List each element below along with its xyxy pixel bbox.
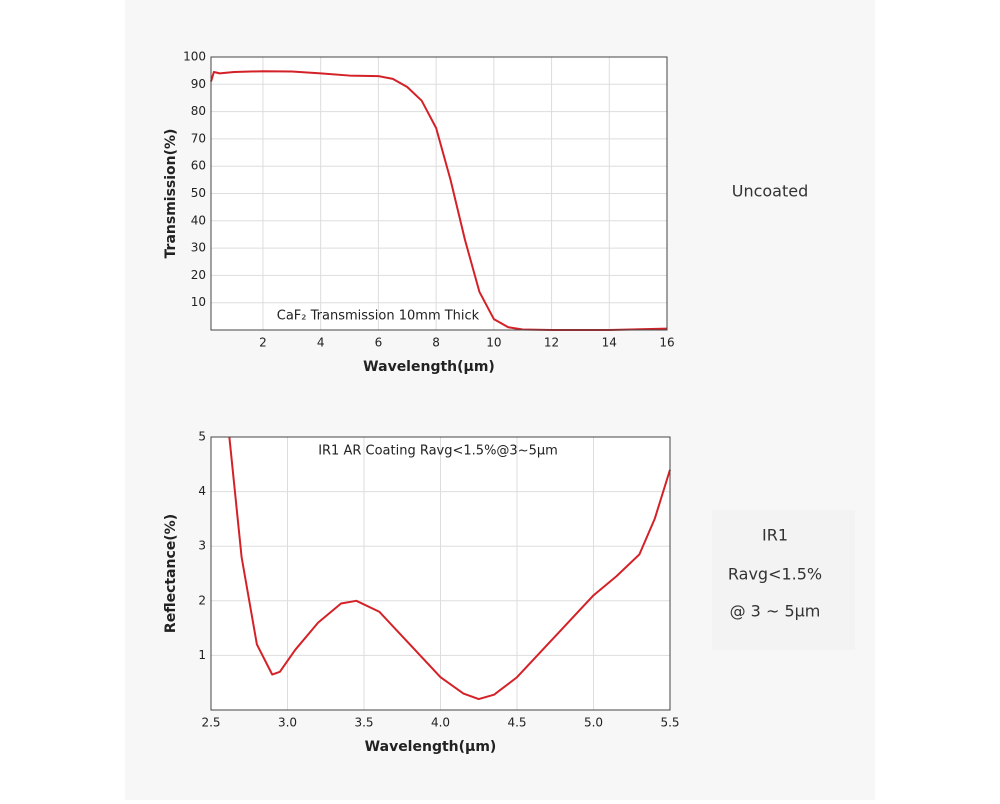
x-tick-label: 5.0 [584, 716, 603, 730]
y-tick-label: 100 [183, 50, 206, 64]
plot-border [210, 436, 671, 711]
line [210, 70, 668, 331]
y-tick-label: 1 [198, 648, 206, 662]
y-tick-label: 40 [191, 213, 206, 227]
x-tick-label: 5.5 [660, 716, 679, 730]
x-tick-label: 3.5 [354, 716, 373, 730]
y-tick-label: 2 [198, 593, 206, 607]
y-tick-label: 90 [191, 77, 206, 91]
x-tick-label: 3.0 [278, 716, 297, 730]
caption: @ 3 ~ 5μm [730, 602, 821, 621]
caption: Uncoated [732, 182, 809, 201]
x-axis-label: Wavelength(μm) [363, 359, 495, 375]
caption: Ravg<1.5% [728, 565, 822, 584]
annotation: CaF₂ Transmission 10mm Thick [277, 309, 480, 324]
y-tick-label: 4 [198, 484, 206, 498]
y-tick-label: 70 [191, 131, 206, 145]
x-tick-label: 2.5 [201, 716, 220, 730]
y-tick-label: 3 [198, 539, 206, 553]
y-tick-label: 60 [191, 159, 206, 173]
x-tick-label: 10 [486, 336, 501, 350]
x-tick-label: 12 [544, 336, 559, 350]
caption: IR1 [762, 526, 788, 545]
y-tick-label: 5 [198, 430, 206, 444]
y-tick-label: 30 [191, 241, 206, 255]
y-tick-label: 20 [191, 268, 206, 282]
x-tick-label: 4 [317, 336, 325, 350]
y-tick-label: 10 [191, 295, 206, 309]
annotation: IR1 AR Coating Ravg<1.5%@3~5μm [318, 444, 558, 459]
y-tick-label: 50 [191, 186, 206, 200]
line [228, 436, 671, 701]
x-tick-label: 14 [602, 336, 617, 350]
plot-border [210, 56, 668, 331]
y-axis-label: Transmission(%) [163, 129, 179, 259]
x-tick-label: 2 [259, 336, 267, 350]
caption-box [712, 510, 855, 650]
x-tick-label: 4.5 [507, 716, 526, 730]
x-tick-label: 8 [432, 336, 440, 350]
y-tick-label: 80 [191, 104, 206, 118]
x-tick-label: 16 [659, 336, 674, 350]
x-tick-label: 4.0 [431, 716, 450, 730]
x-tick-label: 6 [375, 336, 383, 350]
x-axis-label: Wavelength(μm) [365, 739, 497, 755]
y-axis-label: Reflectance(%) [163, 514, 179, 633]
